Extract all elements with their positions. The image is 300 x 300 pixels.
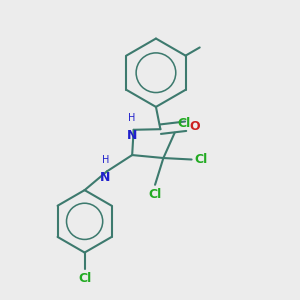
- Text: N: N: [127, 129, 137, 142]
- Text: N: N: [100, 171, 111, 184]
- Text: Cl: Cl: [177, 117, 190, 130]
- Text: Cl: Cl: [78, 272, 91, 285]
- Text: O: O: [189, 120, 200, 133]
- Text: H: H: [128, 113, 136, 123]
- Text: Cl: Cl: [194, 153, 207, 166]
- Text: Cl: Cl: [148, 188, 162, 201]
- Text: H: H: [102, 155, 109, 165]
